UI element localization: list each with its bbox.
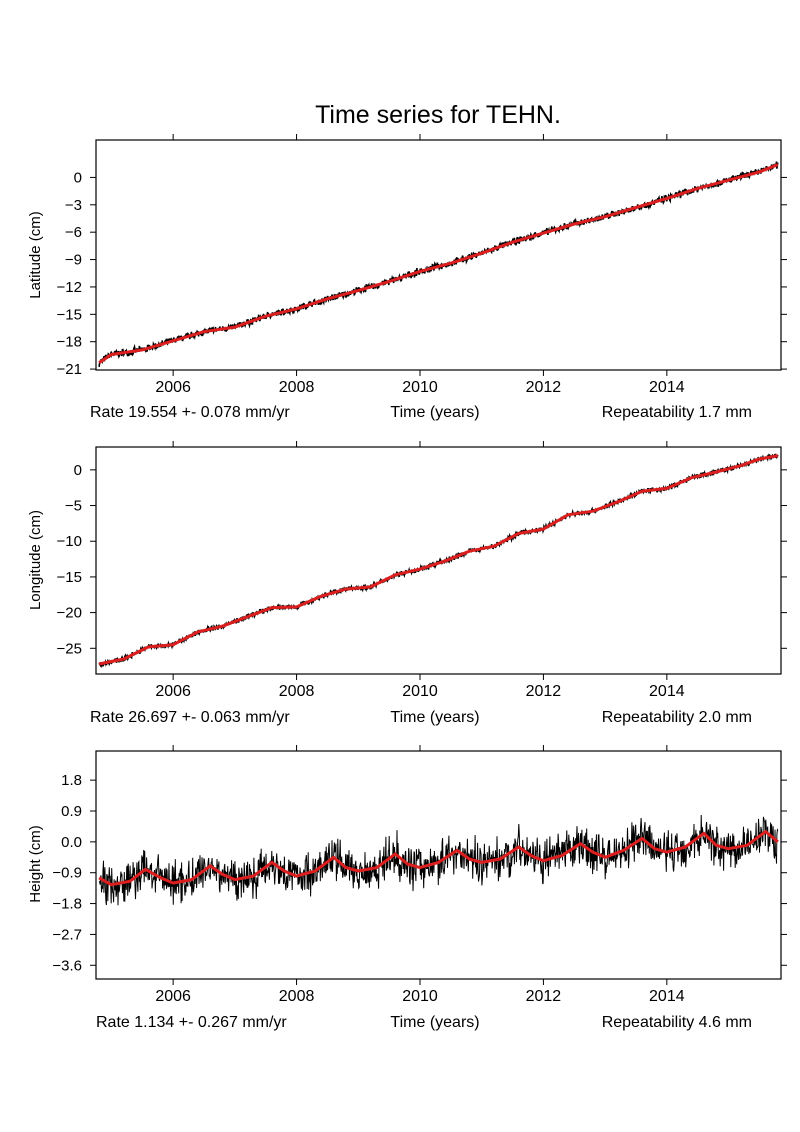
observation-trace <box>98 161 779 368</box>
y-axis-label: Latitude (cm) <box>27 211 44 299</box>
y-tick-label: −20 <box>57 605 82 622</box>
x-axis-label: Time (years) <box>390 1014 479 1031</box>
y-tick-label: 0.9 <box>61 803 82 820</box>
x-tick-label: 2010 <box>402 683 438 700</box>
plot-frame <box>95 139 782 371</box>
model-fit-line <box>98 163 779 364</box>
x-tick-label: 2006 <box>155 683 191 700</box>
y-tick-label: −0.9 <box>52 865 82 882</box>
x-tick-label: 2008 <box>279 988 315 1005</box>
x-tick-label: 2008 <box>279 379 315 396</box>
y-axis-label: Height (cm) <box>27 825 44 903</box>
y-tick-label: −25 <box>57 640 82 657</box>
y-tick-label: −10 <box>57 533 82 550</box>
y-tick-label: 0.0 <box>61 834 82 851</box>
y-axis-label: Longitude (cm) <box>27 510 44 610</box>
y-tick-label: −2.7 <box>52 926 82 943</box>
rate-label: Rate 19.554 +- 0.078 mm/yr <box>90 404 290 421</box>
x-tick-label: 2014 <box>649 988 685 1005</box>
repeatability-label: Repeatability 1.7 mm <box>602 404 752 421</box>
plot-frame <box>95 750 782 980</box>
x-tick-label: 2010 <box>402 379 438 396</box>
x-tick-label: 2012 <box>526 683 562 700</box>
x-tick-label: 2008 <box>279 683 315 700</box>
y-tick-label: −1.8 <box>52 896 82 913</box>
y-tick-label: 0 <box>74 169 82 186</box>
rate-label: Rate 26.697 +- 0.063 mm/yr <box>90 709 290 726</box>
y-tick-label: −3.6 <box>52 957 82 974</box>
y-tick-label: −15 <box>57 569 82 586</box>
x-axis-label: Time (years) <box>390 709 479 726</box>
y-tick-label: 0 <box>74 462 82 479</box>
x-tick-label: 2010 <box>402 988 438 1005</box>
model-fit-line <box>98 830 779 887</box>
x-tick-label: 2012 <box>526 988 562 1005</box>
x-tick-label: 2012 <box>526 379 562 396</box>
x-tick-label: 2006 <box>155 988 191 1005</box>
observation-trace <box>98 814 779 906</box>
height-panel: Height (cm) Rate 1.134 +- 0.267 mm/yr Ti… <box>27 745 787 1031</box>
x-tick-label: 2014 <box>649 379 685 396</box>
y-tick-label: −18 <box>57 334 82 351</box>
x-tick-label: 2014 <box>649 683 685 700</box>
figure-title: Time series for TEHN. <box>315 101 561 129</box>
y-tick-label: −15 <box>57 306 82 323</box>
y-tick-label: −5 <box>65 498 82 515</box>
y-tick-label: −6 <box>65 224 82 241</box>
plot-frame <box>95 446 782 675</box>
x-axis-label: Time (years) <box>390 404 479 421</box>
y-tick-label: −3 <box>65 197 82 214</box>
rate-label: Rate 1.134 +- 0.267 mm/yr <box>96 1014 287 1031</box>
latitude-panel: Latitude (cm) Rate 19.554 +- 0.078 mm/yr… <box>27 134 787 421</box>
y-tick-label: −21 <box>57 361 82 378</box>
model-fit-line <box>98 454 779 666</box>
x-tick-label: 2006 <box>155 379 191 396</box>
repeatability-label: Repeatability 2.0 mm <box>602 709 752 726</box>
longitude-panel: Longitude (cm) Rate 26.697 +- 0.063 mm/y… <box>27 441 787 726</box>
y-tick-label: −12 <box>57 279 82 296</box>
y-tick-label: 1.8 <box>61 772 82 789</box>
y-tick-label: −9 <box>65 252 82 269</box>
repeatability-label: Repeatability 4.6 mm <box>602 1014 752 1031</box>
